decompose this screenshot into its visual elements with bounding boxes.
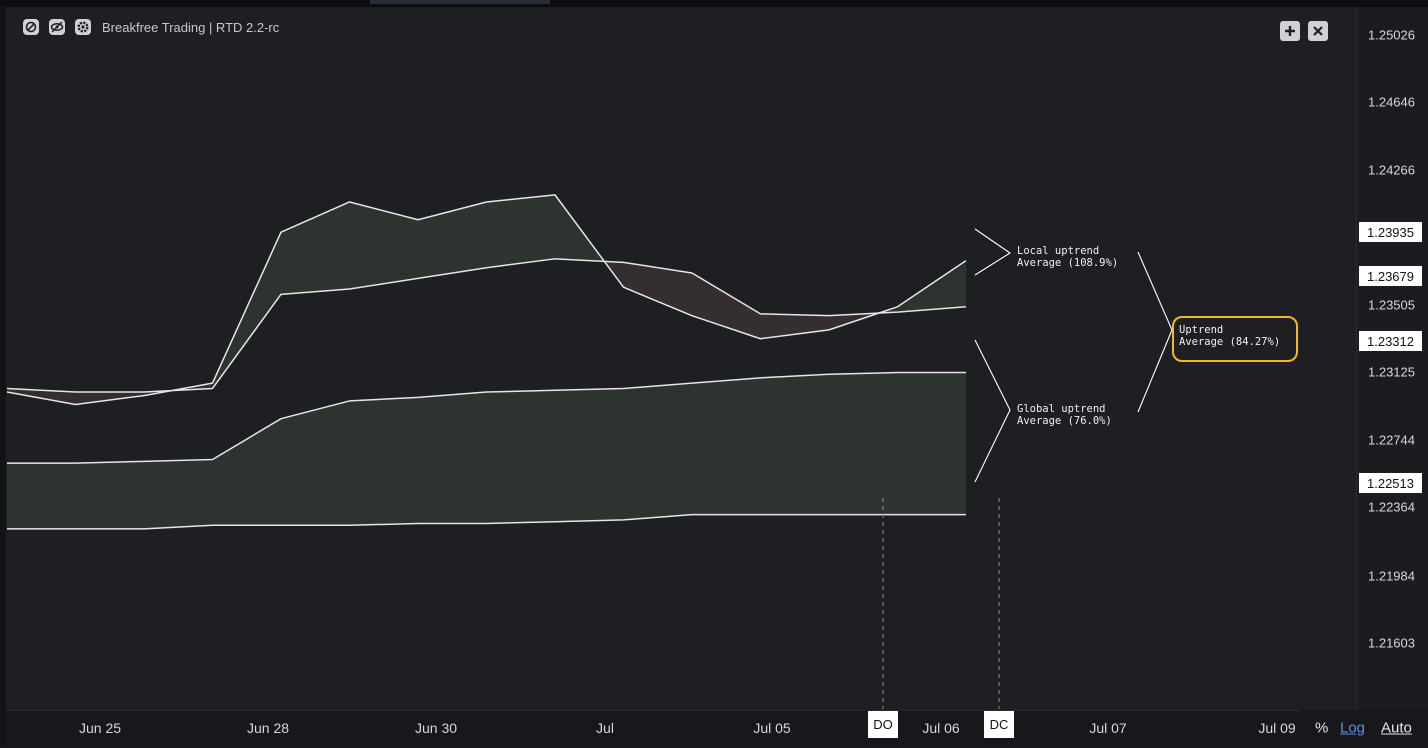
y-tick: 1.24646 [1368,94,1415,110]
local-uptrend-annotation: Local uptrend Average (108.9%) [1017,245,1118,269]
indicator-legend: Breakfree Trading | RTD 2.2-rc [22,16,279,38]
price-badge-local-lower: 1.23679 [1359,266,1422,286]
overall-line-2: Average (84.27%) [1179,336,1281,348]
y-tick: 1.23125 [1368,364,1415,380]
local-line-1: Local uptrend [1017,245,1100,257]
global-line-1: Global uptrend [1017,403,1106,415]
top-bar [0,0,1428,7]
plot-area[interactable] [6,7,1356,710]
eye-off-icon[interactable] [48,18,66,36]
marker-do: DO [868,711,898,738]
y-tick: 1.24266 [1368,162,1415,178]
y-tick: 1.21603 [1368,635,1415,651]
global-uptrend-annotation: Global uptrend Average (76.0%) [1017,403,1112,427]
maximize-icon[interactable] [1280,21,1300,41]
x-tick: Jul 07 [1089,720,1127,736]
overall-line-1: Uptrend [1179,324,1224,336]
global-line-2: Average (76.0%) [1017,415,1112,427]
marker-dc: DC [984,711,1014,738]
x-tick: Jul 09 [1258,720,1296,736]
scale-corner [1300,710,1428,747]
x-tick: Jul 06 [922,720,960,736]
y-tick: 1.22744 [1368,432,1415,448]
x-tick: Jun 25 [78,720,122,736]
x-tick: Jun 30 [414,720,458,736]
x-tick: Jul 05 [753,720,791,736]
price-badge-local-upper: 1.23935 [1359,222,1422,242]
log-scale-button[interactable]: Log [1340,719,1366,737]
price-badge-global-lower: 1.22513 [1359,473,1422,493]
time-axis[interactable] [6,710,1356,748]
indicator-title: Breakfree Trading | RTD 2.2-rc [102,19,280,35]
y-tick: 1.22364 [1368,499,1415,515]
local-line-2: Average (108.9%) [1017,257,1119,269]
y-tick: 1.21984 [1368,568,1415,584]
price-axis[interactable] [1356,7,1428,710]
overall-uptrend-highlight [1172,316,1298,362]
left-frame [0,7,6,747]
x-tick: Jul [596,720,614,736]
auto-scale-button[interactable]: Auto [1381,719,1412,737]
y-tick: 1.25026 [1368,27,1415,43]
close-icon[interactable] [1308,21,1328,41]
percent-scale-button[interactable]: % [1315,719,1329,737]
overall-uptrend-annotation: Uptrend Average (84.27%) [1179,324,1280,348]
x-tick: Jun 28 [246,720,290,736]
gear-icon[interactable] [74,18,92,36]
price-badge-global-upper: 1.23312 [1359,331,1422,351]
y-tick: 1.23505 [1368,297,1415,313]
hide-icon[interactable] [22,18,40,36]
